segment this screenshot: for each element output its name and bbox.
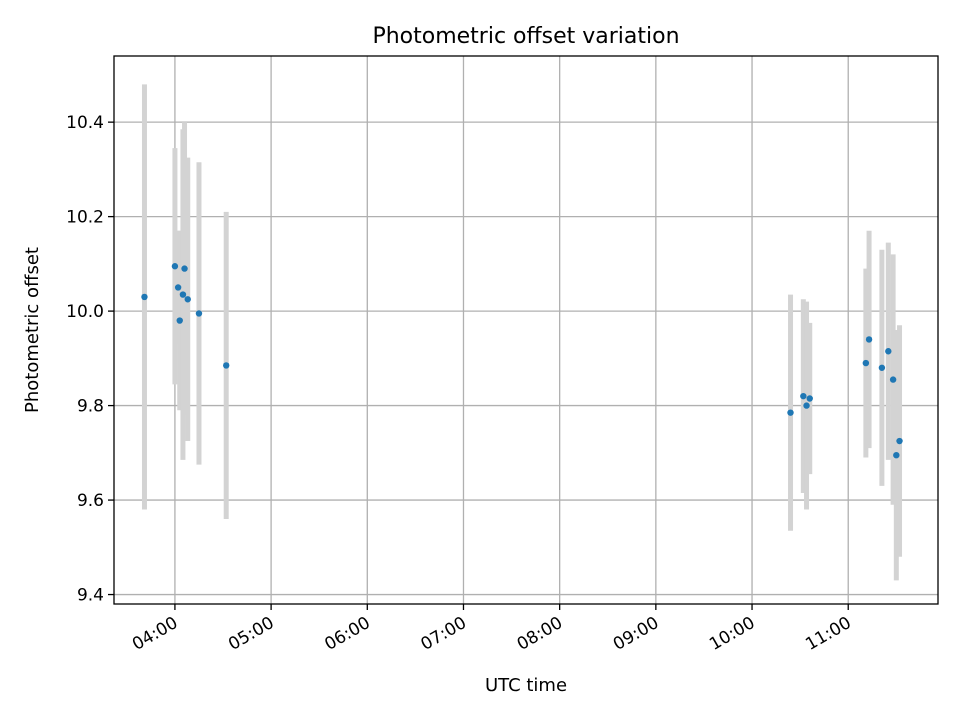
data-point [878, 364, 886, 371]
data-points [141, 263, 903, 459]
y-tick-label: 9.4 [77, 586, 104, 606]
data-point [174, 284, 182, 291]
data-point [223, 362, 230, 369]
y-tick-label: 10.2 [66, 208, 104, 228]
data-point [865, 336, 873, 343]
grid [114, 56, 938, 604]
data-point [889, 376, 897, 383]
chart-title: Photometric offset variation [372, 24, 679, 49]
data-point [141, 293, 148, 301]
data-point [885, 348, 892, 355]
data-point [195, 310, 203, 317]
y-tick-label: 9.6 [77, 491, 104, 511]
data-point [179, 291, 187, 298]
data-point [896, 437, 903, 445]
y-tick-label: 10.0 [66, 302, 104, 322]
data-point [181, 265, 188, 272]
data-point [176, 317, 183, 324]
plot-frame [113, 55, 939, 605]
y-tick-label: 9.8 [77, 397, 104, 417]
data-point [171, 263, 179, 270]
data-point [806, 395, 813, 402]
data-point [787, 409, 794, 416]
data-point [800, 392, 807, 400]
data-point [803, 402, 810, 409]
data-point [184, 296, 191, 303]
x-axis-label: UTC time [485, 675, 567, 696]
y-tick-label: 10.4 [66, 113, 104, 133]
data-point [893, 451, 900, 459]
y-axis-label: Photometric offset [22, 247, 43, 413]
data-point [862, 359, 870, 367]
